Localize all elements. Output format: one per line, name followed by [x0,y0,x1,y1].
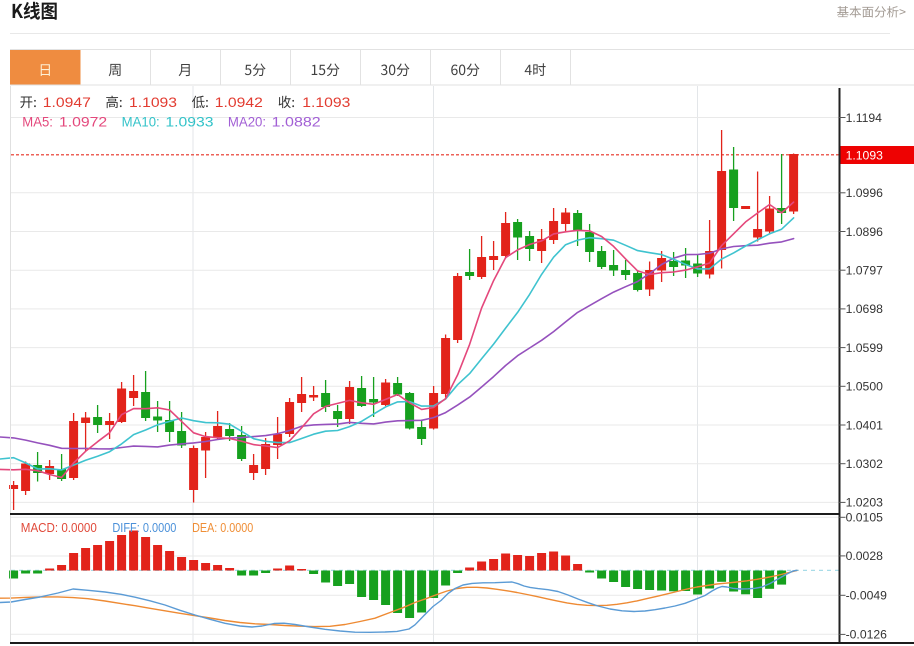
svg-text:1.0401: 1.0401 [846,418,883,432]
svg-text:MA20:: MA20: [228,115,266,130]
svg-text:1.0996: 1.0996 [846,186,883,200]
svg-text:DEA: 0.0000: DEA: 0.0000 [192,521,253,535]
svg-text:1.1093: 1.1093 [129,95,177,110]
svg-text:1.0599: 1.0599 [846,341,883,355]
svg-text:1.0942: 1.0942 [215,95,263,110]
svg-text:1.0933: 1.0933 [165,115,213,130]
svg-text:1.1194: 1.1194 [846,111,883,125]
svg-text:MACD: 0.0000: MACD: 0.0000 [21,521,97,535]
svg-text:1.0947: 1.0947 [43,95,91,110]
svg-text:0.0028: 0.0028 [846,549,883,563]
svg-text:1.0896: 1.0896 [846,225,883,239]
svg-text:MA5:: MA5: [22,115,53,130]
svg-text:-0.0049: -0.0049 [846,589,888,603]
svg-text:MA10:: MA10: [122,115,160,130]
svg-text:1.0698: 1.0698 [846,302,883,316]
svg-text:1.0797: 1.0797 [846,264,883,278]
svg-text:DIFF: 0.0000: DIFF: 0.0000 [112,521,176,535]
svg-text:1.1093: 1.1093 [302,95,350,110]
svg-text:1.0203: 1.0203 [846,496,883,510]
svg-text:0.0105: 0.0105 [846,511,883,525]
svg-text:1.0302: 1.0302 [846,457,883,471]
svg-text:1.0972: 1.0972 [59,115,107,130]
svg-text:-0.0126: -0.0126 [846,628,888,642]
svg-text:1.0882: 1.0882 [272,115,321,130]
svg-text:1.0500: 1.0500 [846,380,883,394]
svg-text:1.1093: 1.1093 [846,149,883,163]
